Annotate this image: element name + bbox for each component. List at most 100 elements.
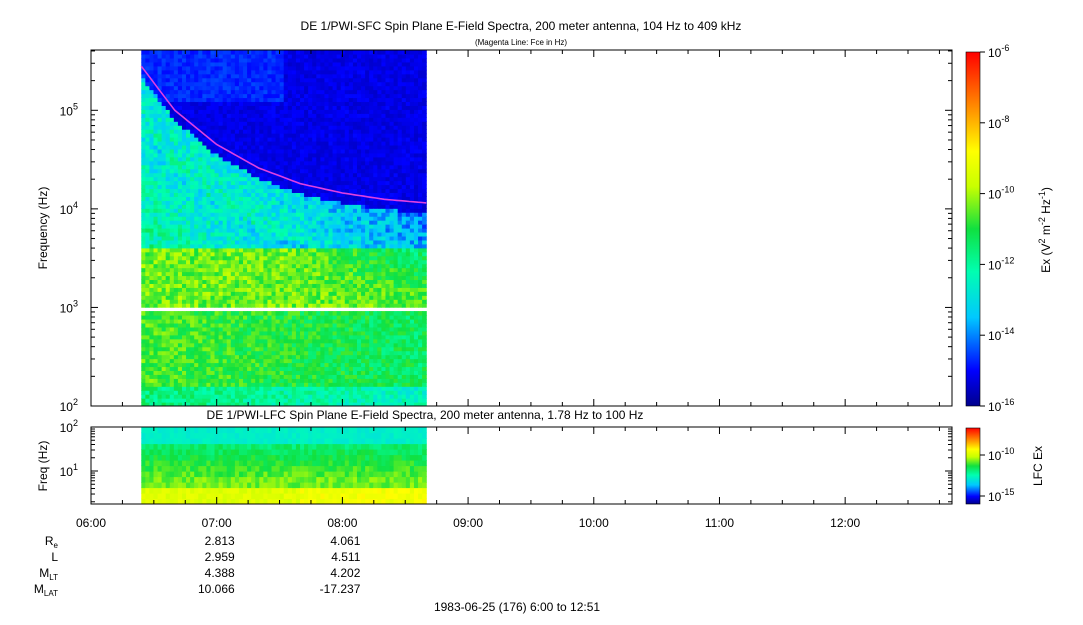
sfc-heatmap-cell (328, 117, 334, 122)
sfc-heatmap-cell (304, 129, 309, 134)
sfc-heatmap-cell (157, 239, 163, 245)
sfc-heatmap-cell (259, 204, 264, 209)
sfc-heatmap-cell (238, 160, 244, 166)
sfc-heatmap-cell (324, 247, 330, 253)
sfc-heatmap-cell (230, 224, 236, 229)
sfc-heatmap-cell (222, 350, 228, 356)
sfc-heatmap-cell (308, 287, 313, 292)
sfc-heatmap-cell (320, 188, 326, 193)
sfc-heatmap-cell (267, 137, 273, 142)
sfc-heatmap-cell (202, 137, 207, 142)
sfc-heatmap-cell (255, 287, 260, 292)
sfc-heatmap-cell (271, 117, 277, 122)
sfc-heatmap-cell (287, 303, 293, 308)
sfc-heatmap-cell (186, 208, 191, 213)
sfc-heatmap-cell (356, 200, 362, 205)
sfc-heatmap-cell (340, 81, 346, 87)
sfc-heatmap-cell (202, 402, 207, 406)
sfc-heatmap-cell (320, 326, 326, 332)
sfc-heatmap-cell (356, 97, 362, 103)
sfc-heatmap-cell (218, 65, 224, 71)
sfc-heatmap-cell (263, 212, 269, 217)
sfc-heatmap-cell (328, 362, 334, 368)
sfc-heatmap-cell (320, 251, 326, 257)
sfc-heatmap-cell (324, 255, 330, 261)
sfc-heatmap-cell (300, 188, 305, 193)
sfc-heatmap-cell (336, 148, 342, 154)
sfc-heatmap-cell (141, 144, 146, 150)
sfc-heatmap-cell (141, 85, 146, 91)
sfc-heatmap-cell (141, 315, 146, 320)
sfc-heatmap-cell (279, 326, 285, 332)
sfc-heatmap-cell (218, 140, 224, 146)
sfc-heatmap-cell (328, 382, 334, 387)
sfc-heatmap-cell (165, 152, 171, 158)
sfc-heatmap-cell (251, 271, 256, 277)
sfc-heatmap-cell (238, 315, 244, 320)
sfc-heatmap-cell (291, 303, 297, 308)
sfc-heatmap-cell (226, 117, 232, 122)
sfc-heatmap-cell (198, 362, 203, 368)
sfc-heatmap-cell (186, 271, 191, 277)
sfc-heatmap-cell (316, 121, 321, 126)
sfc-heatmap-cell (169, 239, 175, 245)
sfc-heatmap-cell (275, 362, 281, 368)
sfc-heatmap-cell (328, 330, 334, 336)
sfc-heatmap-cell (218, 137, 224, 142)
sfc-heatmap-cell (344, 303, 350, 308)
sfc-heatmap-cell (210, 172, 216, 178)
sfc-heatmap-cell (287, 65, 293, 71)
sfc-heatmap-cell (210, 228, 216, 233)
sfc-heatmap-cell (234, 61, 240, 67)
sfc-heatmap-cell (226, 152, 232, 158)
sfc-heatmap-cell (344, 97, 350, 103)
sfc-heatmap-cell (332, 346, 338, 352)
sfc-heatmap-cell (304, 113, 309, 118)
sfc-heatmap-cell (344, 208, 350, 213)
sfc-heatmap-cell (206, 291, 212, 296)
sfc-heatmap-cell (238, 176, 244, 182)
sfc-heatmap-cell (214, 382, 220, 387)
sfc-heatmap-cell (230, 125, 236, 130)
sfc-heatmap-cell (181, 85, 187, 91)
sfc-heatmap-cell (283, 370, 289, 375)
sfc-heatmap-cell (361, 89, 366, 95)
sfc-heatmap-cell (153, 176, 159, 182)
sfc-heatmap-cell (194, 283, 199, 288)
sfc-heatmap-cell (226, 204, 232, 209)
sfc-heatmap-cell (181, 295, 187, 300)
sfc-heatmap-cell (153, 220, 159, 225)
sfc-heatmap-cell (308, 81, 313, 87)
sfc-heatmap-cell (259, 326, 264, 332)
sfc-heatmap-cell (173, 121, 179, 126)
sfc-heatmap-cell (255, 394, 260, 399)
sfc-heatmap-cell (238, 239, 244, 245)
sfc-heatmap-cell (352, 188, 358, 193)
sfc-heatmap-cell (238, 113, 244, 118)
sfc-heatmap-cell (145, 303, 151, 308)
sfc-heatmap-cell (141, 101, 146, 106)
sfc-heatmap-cell (194, 350, 199, 356)
sfc-heatmap-cell (348, 208, 354, 213)
sfc-heatmap-cell (190, 247, 195, 253)
sfc-heatmap-cell (279, 259, 285, 265)
sfc-heatmap-cell (356, 125, 362, 130)
sfc-heatmap-cell (291, 172, 297, 178)
sfc-heatmap-cell (214, 251, 220, 257)
sfc-heatmap-cell (300, 125, 305, 130)
sfc-heatmap-cell (312, 366, 317, 371)
sfc-heatmap-cell (300, 220, 305, 225)
sfc-heatmap-cell (202, 208, 207, 213)
sfc-heatmap-cell (214, 370, 220, 375)
sfc-heatmap-cell (308, 101, 313, 106)
sfc-heatmap-cell (340, 105, 346, 110)
sfc-heatmap-cell (186, 85, 191, 91)
sfc-heatmap-cell (161, 398, 167, 403)
sfc-heatmap-cell (234, 378, 240, 383)
sfc-heatmap-cell (243, 342, 248, 348)
sfc-heatmap-cell (145, 350, 151, 356)
sfc-heatmap-cell (304, 168, 309, 174)
sfc-heatmap-cell (283, 398, 289, 403)
sfc-heatmap-cell (259, 101, 264, 106)
sfc-heatmap-cell (300, 263, 305, 269)
